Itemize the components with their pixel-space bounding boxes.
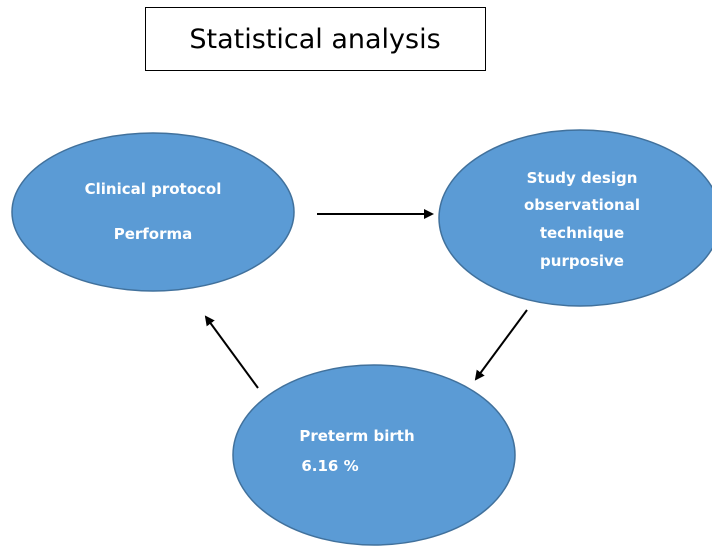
title-box: [145, 7, 486, 71]
node-text: Clinical protocol: [85, 180, 222, 198]
node-text: technique: [540, 224, 624, 242]
node-text: Preterm birth: [299, 427, 414, 445]
arrow: [474, 309, 528, 381]
title: Statistical analysis: [189, 24, 440, 55]
node-text: observational: [524, 196, 640, 214]
arrow: [204, 315, 259, 389]
node-text: purposive: [540, 252, 624, 270]
node-ellipse: [232, 364, 516, 546]
node-ellipse: [11, 132, 295, 292]
node-text: 6.16 %: [301, 457, 358, 475]
node-ellipse: [438, 129, 712, 307]
node-text: Performa: [114, 225, 193, 243]
node-text: Study design: [527, 169, 638, 187]
